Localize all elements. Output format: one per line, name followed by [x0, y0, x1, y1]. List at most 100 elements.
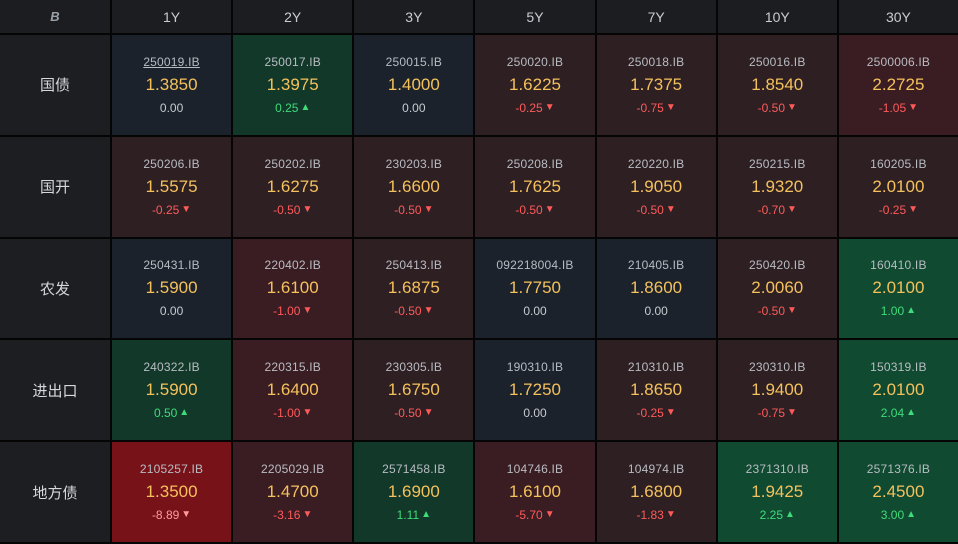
yield-change: -0.75 ▼ [637, 101, 676, 115]
bond-code: 250202.IB [264, 156, 321, 171]
yield-change: -0.50 ▼ [394, 406, 433, 420]
bond-cell[interactable]: 220402.IB 1.6100 -1.00 ▼ [233, 238, 353, 339]
bond-cell[interactable]: 190310.IB 1.7250 0.00 [475, 340, 595, 441]
yield-change: 0.00 [160, 304, 183, 318]
column-header-2y[interactable]: 2Y [233, 0, 353, 33]
bond-cell[interactable]: 250017.IB 1.3975 0.25 ▲ [233, 35, 353, 135]
arrow-down-icon: ▼ [665, 509, 676, 521]
bond-cell[interactable]: 104746.IB 1.6100 -5.70 ▼ [475, 442, 595, 542]
bond-code: 2571458.IB [382, 462, 446, 477]
bond-cell[interactable]: 230203.IB 1.6600 -0.50 ▼ [354, 136, 474, 237]
yield-change-value: 0.00 [523, 406, 547, 421]
yield-change-value: -1.83 [636, 508, 664, 523]
bond-cell[interactable]: 250208.IB 1.7625 -0.50 ▼ [475, 136, 595, 237]
yield-change: -1.05 ▼ [879, 101, 918, 115]
yield-change-value: -3.16 [273, 508, 301, 523]
bond-cell[interactable]: 250015.IB 1.4000 0.00 [354, 35, 474, 135]
yield-change-value: -1.00 [273, 406, 301, 421]
row-header: 国债 [0, 35, 110, 135]
bond-yield: 1.3975 [266, 74, 319, 94]
yield-change: -5.70 ▼ [515, 508, 554, 522]
arrow-down-icon: ▼ [787, 203, 797, 215]
bond-cell[interactable]: 250413.IB 1.6875 -0.50 ▼ [354, 238, 474, 339]
bond-yield: 1.4700 [266, 482, 319, 502]
bond-code: 230203.IB [385, 156, 443, 171]
arrow-down-icon: ▼ [544, 509, 555, 521]
bond-cell[interactable]: 210405.IB 1.8600 0.00 [596, 238, 716, 339]
bond-code: 150319.IB [870, 360, 927, 375]
column-header-7y[interactable]: 7Y [596, 0, 716, 33]
yield-change: -0.50 ▼ [758, 304, 797, 318]
yield-change: -3.16 ▼ [273, 508, 312, 522]
bond-cell[interactable]: 250020.IB 1.6225 -0.25 ▼ [475, 35, 595, 135]
bond-code: 210310.IB [627, 360, 685, 375]
corner-logo-icon: B [0, 0, 110, 33]
bond-cell[interactable]: 2205029.IB 1.4700 -3.16 ▼ [233, 442, 353, 542]
arrow-down-icon: ▼ [423, 305, 434, 317]
bond-code: 250413.IB [385, 258, 443, 273]
bond-code: 104974.IB [627, 462, 685, 477]
bond-cell[interactable]: 150319.IB 2.0100 2.04 ▲ [838, 340, 958, 441]
bond-cell[interactable]: 250016.IB 1.8540 -0.50 ▼ [717, 35, 837, 135]
yield-change: -0.70 ▼ [758, 203, 797, 217]
bond-code: 250017.IB [264, 54, 321, 69]
yield-change-value: 1.11 [396, 508, 420, 523]
yield-change: -1.00 ▼ [273, 406, 312, 420]
bond-code: 2500006.IB [866, 54, 931, 69]
arrow-down-icon: ▼ [665, 101, 676, 113]
bond-cell[interactable]: 250420.IB 2.0060 -0.50 ▼ [717, 238, 837, 339]
yield-change-value: 2.25 [759, 508, 783, 523]
bond-cell[interactable]: 230310.IB 1.9400 -0.75 ▼ [717, 340, 837, 441]
bond-cell[interactable]: 2571376.IB 2.4500 3.00 ▲ [838, 442, 958, 542]
bond-code: 220315.IB [264, 360, 321, 375]
bond-cell[interactable]: 092218004.IB 1.7750 0.00 [475, 238, 595, 339]
bond-cell[interactable]: 210310.IB 1.8650 -0.25 ▼ [596, 340, 716, 441]
bond-cell[interactable]: 250019.IB 1.3850 0.00 [112, 35, 232, 135]
column-header-30y[interactable]: 30Y [838, 0, 958, 33]
bond-cell[interactable]: 250206.IB 1.5575 -0.25 ▼ [112, 136, 232, 237]
bond-cell[interactable]: 2500006.IB 2.2725 -1.05 ▼ [838, 35, 958, 135]
yield-change: 3.00 ▲ [881, 508, 916, 522]
bond-cell[interactable]: 160410.IB 2.0100 1.00 ▲ [838, 238, 958, 339]
yield-change: -1.83 ▼ [637, 508, 676, 522]
bond-cell[interactable]: 250018.IB 1.7375 -0.75 ▼ [596, 35, 716, 135]
bond-yield: 1.6400 [266, 380, 319, 400]
column-header-3y[interactable]: 3Y [354, 0, 474, 33]
bond-cell[interactable]: 160205.IB 2.0100 -0.25 ▼ [838, 136, 958, 237]
arrow-down-icon: ▼ [787, 305, 797, 317]
bond-cell[interactable]: 220220.IB 1.9050 -0.50 ▼ [596, 136, 716, 237]
column-header-1y[interactable]: 1Y [112, 0, 232, 33]
bond-yield: 2.0100 [872, 278, 925, 298]
bond-cell[interactable]: 230305.IB 1.6750 -0.50 ▼ [354, 340, 474, 441]
bond-cell[interactable]: 250431.IB 1.5900 0.00 [112, 238, 232, 339]
bond-code: 250015.IB [385, 54, 443, 69]
arrow-down-icon: ▼ [181, 509, 192, 521]
yield-change-value: 2.04 [880, 406, 905, 421]
bond-cell[interactable]: 2571458.IB 1.6900 1.11 ▲ [354, 442, 474, 542]
yield-change-value: -0.50 [394, 406, 422, 421]
column-header-5y[interactable]: 5Y [475, 0, 595, 33]
bond-cell[interactable]: 2371310.IB 1.9425 2.25 ▲ [717, 442, 837, 542]
bond-cell[interactable]: 240322.IB 1.5900 0.50 ▲ [112, 340, 232, 441]
arrow-up-icon: ▲ [785, 509, 795, 521]
bond-yield: 1.7625 [508, 176, 561, 196]
bond-cell[interactable]: 220315.IB 1.6400 -1.00 ▼ [233, 340, 353, 441]
column-header-10y[interactable]: 10Y [717, 0, 837, 33]
yield-change: 0.00 [523, 406, 546, 420]
bond-yield: 1.6750 [387, 380, 440, 400]
yield-change-value: 1.00 [880, 304, 905, 319]
yield-change-value: -0.25 [878, 202, 907, 217]
yield-change-value: -1.05 [878, 100, 907, 115]
bond-cell[interactable]: 250215.IB 1.9320 -0.70 ▼ [717, 136, 837, 237]
bond-code: 250215.IB [749, 156, 806, 171]
bond-code: 160205.IB [870, 156, 927, 171]
row-header: 农发 [0, 238, 110, 339]
yield-change: -0.50 ▼ [758, 101, 797, 115]
bond-cell[interactable]: 250202.IB 1.6275 -0.50 ▼ [233, 136, 353, 237]
yield-change: 0.00 [523, 304, 546, 318]
arrow-down-icon: ▼ [544, 101, 555, 113]
bond-code[interactable]: 250019.IB [143, 54, 200, 69]
bond-cell[interactable]: 2105257.IB 1.3500 -8.89 ▼ [112, 442, 232, 542]
bond-cell[interactable]: 104974.IB 1.6800 -1.83 ▼ [596, 442, 716, 542]
arrow-up-icon: ▲ [421, 509, 432, 521]
